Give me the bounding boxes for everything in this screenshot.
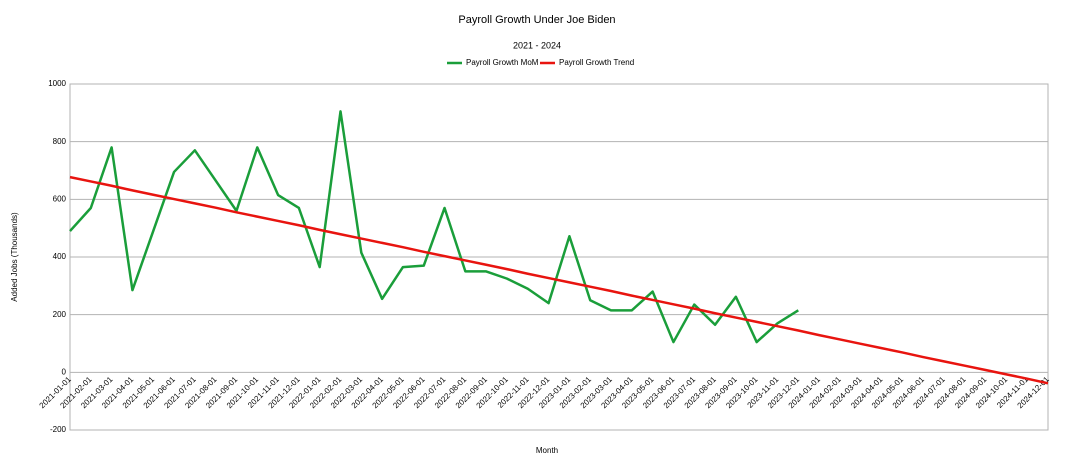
y-tick-label: 0 bbox=[62, 367, 67, 376]
series-line bbox=[69, 110, 799, 344]
x-axis-label: Month bbox=[536, 446, 558, 455]
y-tick-label: 800 bbox=[53, 137, 67, 146]
y-tick-label: -200 bbox=[50, 425, 67, 434]
y-tick-label: 200 bbox=[53, 310, 67, 319]
chart-title: Payroll Growth Under Joe Biden bbox=[458, 14, 615, 26]
series-line bbox=[69, 175, 1049, 385]
plot-frame bbox=[69, 83, 1049, 431]
y-tick-label: 400 bbox=[53, 252, 67, 261]
y-axis-label: Added Jobs (Thousands) bbox=[10, 212, 19, 302]
legend-label: Payroll Growth Trend bbox=[559, 58, 634, 67]
legend-label: Payroll Growth MoM bbox=[466, 58, 539, 67]
y-tick-label: 1000 bbox=[48, 79, 66, 88]
chart-subtitle: 2021 - 2024 bbox=[513, 40, 561, 50]
y-tick-label: 600 bbox=[53, 194, 67, 203]
